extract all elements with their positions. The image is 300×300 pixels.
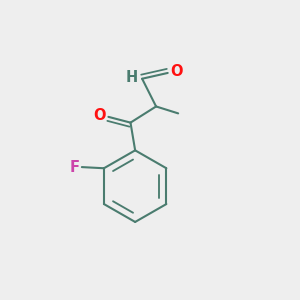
Text: H: H (125, 70, 137, 85)
Text: O: O (93, 107, 106, 122)
Text: F: F (70, 160, 80, 175)
Text: O: O (170, 64, 183, 79)
